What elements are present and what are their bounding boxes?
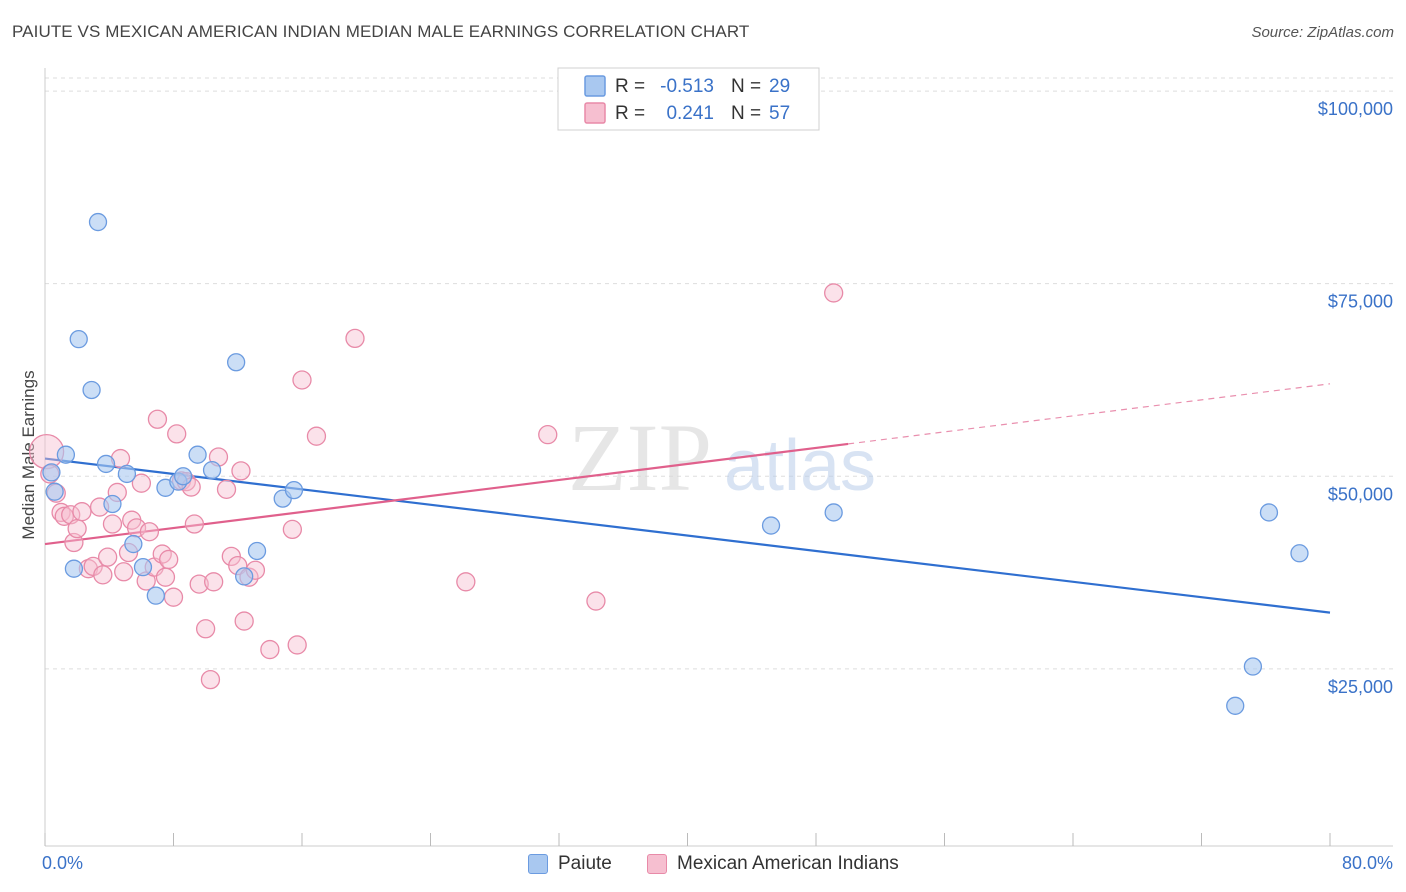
legend-r-label-2: R = xyxy=(615,103,645,124)
point-mexican-american-indians xyxy=(155,567,176,587)
point-mexican-american-indians xyxy=(586,591,606,611)
tick-layer: $25,000 $50,000 $75,000 $100,000 0.0% 80.0% xyxy=(42,99,1393,873)
point-mexican-american-indians xyxy=(306,426,327,446)
point-mexican-american-indians xyxy=(456,572,476,592)
legend-r-value-2: 0.241 xyxy=(666,103,714,124)
point-mexican-american-indians xyxy=(231,461,251,481)
point-paiute xyxy=(124,534,143,554)
bottom-legend-item-paiute: Paiute xyxy=(528,853,612,875)
point-mexican-american-indians xyxy=(195,619,216,639)
y-tick-label: $50,000 xyxy=(1328,484,1393,504)
point-paiute xyxy=(82,380,101,400)
point-mexican-american-indians xyxy=(538,425,558,445)
legend-n-label-2: N = xyxy=(731,103,761,124)
point-mexican-american-indians xyxy=(67,518,87,539)
point-paiute xyxy=(96,454,116,474)
trendline-mexican xyxy=(44,442,849,546)
point-mexican-american-indians xyxy=(72,502,92,522)
point-paiute xyxy=(1226,696,1245,715)
y-tick-label: $25,000 xyxy=(1328,677,1393,697)
legend-box: R = -0.513 N = 29 R = 0.241 N = 57 xyxy=(557,67,820,131)
point-mexican-american-indians xyxy=(54,506,74,526)
point-paiute xyxy=(56,445,76,464)
x-tick-label-max: 80.0% xyxy=(1342,853,1393,873)
point-paiute xyxy=(146,586,165,605)
point-mexican-american-indians xyxy=(93,565,113,585)
legend-n-value-1: 29 xyxy=(769,76,790,97)
point-paiute xyxy=(133,558,153,577)
point-mexican-american-indians xyxy=(167,424,187,444)
point-paiute xyxy=(824,503,843,522)
point-mexican-american-indians xyxy=(292,370,312,390)
point-paiute xyxy=(235,567,254,586)
bottom-legend: Paiute Mexican American Indians xyxy=(0,850,1406,880)
point-paiute xyxy=(188,445,207,464)
point-paiute xyxy=(173,467,193,486)
point-paiute xyxy=(284,480,304,500)
y-tick-label: $75,000 xyxy=(1328,292,1393,312)
legend-n-value-2: 57 xyxy=(769,103,790,124)
point-mexican-american-indians xyxy=(114,562,134,582)
legend-swatch-paiute xyxy=(584,75,606,97)
point-mexican-american-indians xyxy=(287,635,307,655)
point-paiute xyxy=(88,212,108,232)
bottom-legend-label-paiute: Paiute xyxy=(558,853,612,874)
bottom-legend-item-mexican: Mexican American Indians xyxy=(647,853,899,875)
legend-n-label-1: N = xyxy=(731,76,761,97)
point-mexican-american-indians xyxy=(159,549,179,570)
mexican-swatch xyxy=(647,854,667,874)
watermark: ZIP atlas xyxy=(568,404,876,511)
point-mexican-american-indians xyxy=(131,473,152,493)
paiute-swatch xyxy=(528,854,548,874)
point-mexican-american-indians xyxy=(102,514,123,534)
point-mexican-american-indians xyxy=(200,669,221,690)
point-mexican-american-indians xyxy=(204,572,224,592)
legend-r-value-1: -0.513 xyxy=(660,76,714,97)
point-mexican-american-indians xyxy=(147,409,168,429)
point-paiute xyxy=(42,463,61,482)
point-mexican-american-indians xyxy=(189,574,209,594)
trend-layer xyxy=(44,383,1331,614)
bottom-legend-label-mexican: Mexican American Indians xyxy=(677,853,899,874)
point-mexican-american-indians xyxy=(234,611,254,631)
point-paiute xyxy=(45,482,64,501)
point-mexican-american-indians xyxy=(345,328,365,349)
point-paiute xyxy=(202,460,222,480)
watermark-atlas: atlas xyxy=(724,426,876,506)
trendline-mexican-extrapolated xyxy=(848,383,1331,445)
legend-r-label-1: R = xyxy=(615,76,645,97)
points-layer xyxy=(28,212,1309,715)
y-tick-label: $100,000 xyxy=(1318,99,1393,119)
chart-title: PAIUTE VS MEXICAN AMERICAN INDIAN MEDIAN… xyxy=(12,22,750,41)
point-paiute xyxy=(117,464,137,484)
axis-layer xyxy=(44,68,1393,847)
point-paiute xyxy=(1243,657,1263,676)
point-paiute xyxy=(103,494,122,514)
point-paiute xyxy=(69,329,88,349)
point-paiute xyxy=(247,541,267,561)
point-paiute xyxy=(64,559,84,578)
point-mexican-american-indians xyxy=(184,514,205,534)
point-paiute xyxy=(761,516,781,535)
source-credit: Source: ZipAtlas.com xyxy=(1251,24,1394,41)
trendline-paiute xyxy=(44,457,1331,614)
point-mexican-american-indians xyxy=(216,479,237,500)
x-tick-label-min: 0.0% xyxy=(42,853,83,873)
point-paiute xyxy=(1259,503,1279,522)
point-paiute xyxy=(1290,544,1309,563)
y-axis-label: Median Male Earnings xyxy=(19,370,38,539)
point-mexican-american-indians xyxy=(97,547,118,567)
point-mexican-american-indians xyxy=(163,587,184,607)
legend-swatch-mexican xyxy=(584,102,606,124)
point-mexican-american-indians xyxy=(139,522,160,542)
point-mexican-american-indians xyxy=(260,639,280,660)
point-mexican-american-indians xyxy=(282,519,303,540)
watermark-zip: ZIP xyxy=(568,404,712,511)
point-mexican-american-indians xyxy=(824,283,844,303)
point-paiute xyxy=(226,353,246,372)
